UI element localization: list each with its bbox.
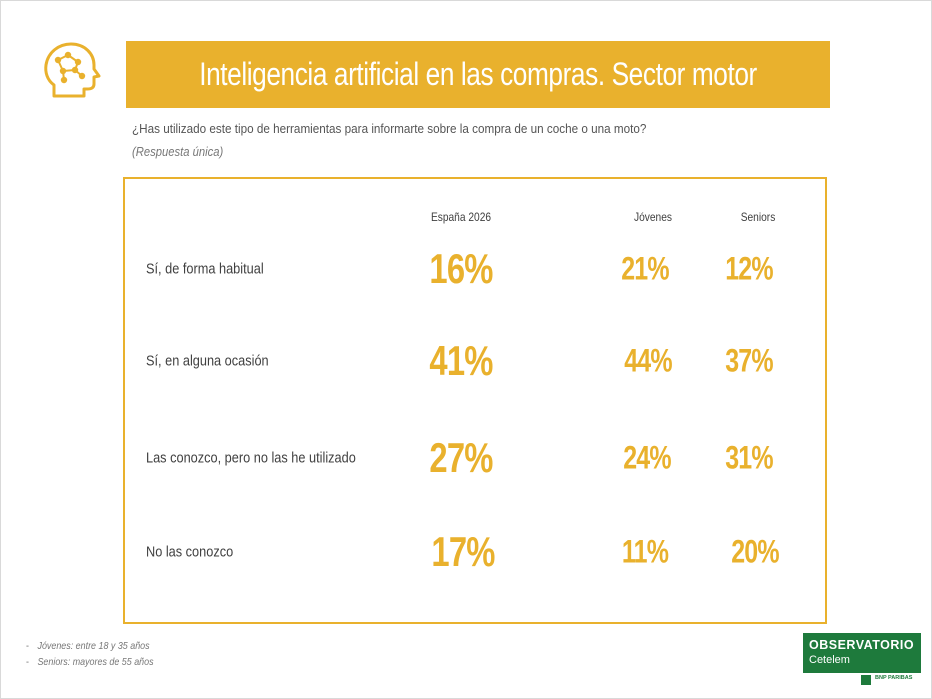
- value-cell: 44%: [624, 342, 672, 379]
- value-cell: 27%: [429, 434, 493, 481]
- value-cell: 16%: [429, 245, 493, 292]
- footnote-dash: -: [26, 656, 29, 668]
- value-cell: 24%: [623, 439, 671, 476]
- footnote-text: Seniors: mayores de 55 años: [37, 656, 154, 668]
- row-label: Sí, en alguna ocasión: [146, 352, 269, 370]
- bnp-paribas-mark: BNP PARIBAS: [861, 674, 921, 687]
- value-cell: 17%: [431, 528, 495, 575]
- bnp-star-icon: [861, 675, 871, 685]
- row-label: Sí, de forma habitual: [146, 260, 264, 278]
- column-header: Seniors: [740, 210, 776, 224]
- ai-brain-head-icon: [44, 42, 101, 98]
- value-cell: 37%: [725, 342, 773, 379]
- value-cell: 12%: [725, 250, 773, 287]
- row-label: Las conozco, pero no las he utilizado: [146, 449, 356, 467]
- value-cell: 20%: [731, 533, 779, 570]
- slide-title: Inteligencia artificial en las compras. …: [199, 56, 757, 92]
- footnote-dash: -: [26, 640, 29, 652]
- results-table-box: [123, 177, 827, 624]
- response-note: (Respuesta única): [132, 145, 224, 159]
- row-label: No las conozco: [146, 543, 234, 561]
- bank-name: BNP PARIBAS: [875, 675, 913, 681]
- title-banner: Inteligencia artificial en las compras. …: [126, 41, 830, 108]
- value-cell: 11%: [621, 533, 669, 570]
- survey-question: ¿Has utilizado este tipo de herramientas…: [132, 121, 647, 136]
- value-cell: 41%: [429, 337, 493, 384]
- value-cell: 31%: [725, 439, 773, 476]
- footnote-seniors: - Seniors: mayores de 55 años: [26, 656, 154, 668]
- value-cell: 21%: [621, 250, 669, 287]
- column-header: España 2026: [430, 210, 492, 224]
- observatorio-cetelem-logo: OBSERVATORIO Cetelem BNP PARIBAS: [803, 633, 921, 687]
- footnote-text: Jóvenes: entre 18 y 35 años: [37, 640, 150, 652]
- column-header: Jóvenes: [634, 210, 672, 224]
- footnote-jovenes: - Jóvenes: entre 18 y 35 años: [26, 640, 150, 652]
- logo-sub: Cetelem: [809, 654, 850, 666]
- logo-green-block: OBSERVATORIO Cetelem: [803, 633, 921, 673]
- logo-name: OBSERVATORIO: [809, 638, 915, 652]
